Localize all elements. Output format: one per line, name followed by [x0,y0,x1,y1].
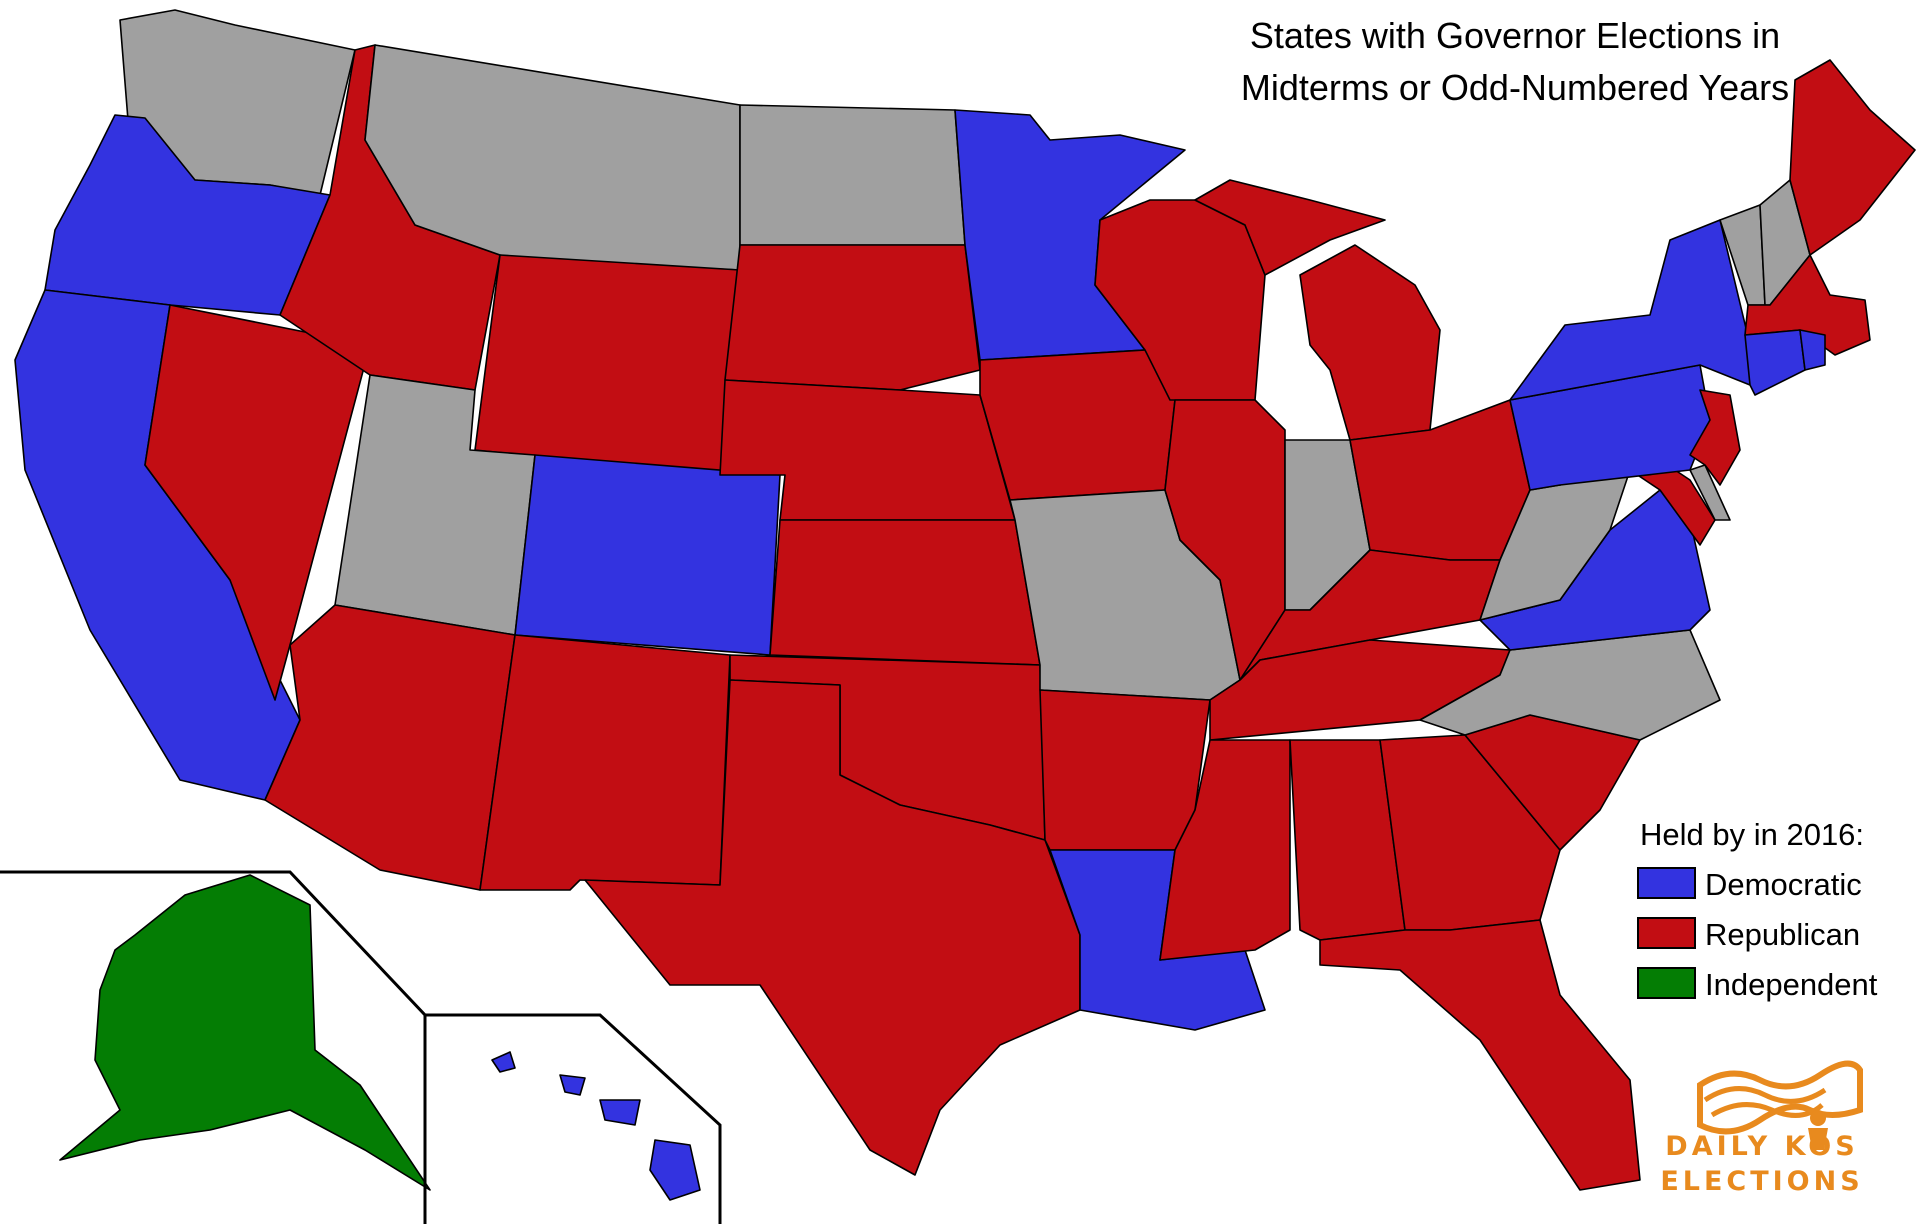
legend-item-democratic: Democratic [1637,867,1862,902]
state-RI[interactable] [1799,329,1826,371]
state-DE[interactable] [1689,464,1731,521]
state-HI-3[interactable] [599,1099,641,1126]
state-IA[interactable] [979,349,1176,501]
legend-label-republican: Republican [1705,917,1860,952]
state-CT[interactable] [1744,329,1806,396]
logo-line-2: ELECTIONS [1660,1166,1863,1197]
legend-label-independent: Independent [1705,967,1878,1002]
state-TX[interactable] [584,679,1081,1176]
daily-kos-logo: DAILY KOS ELECTIONS [1660,1060,1863,1197]
state-KS[interactable] [769,519,1041,666]
legend-item-independent: Independent [1637,967,1878,1002]
state-NM[interactable] [479,634,731,891]
state-ND[interactable] [739,104,966,246]
state-NY[interactable] [1509,219,1751,401]
legend-swatch-democratic [1637,867,1696,899]
title-line-1: States with Governor Elections in [1250,15,1780,56]
state-CO[interactable] [514,454,781,656]
state-FL[interactable] [1319,919,1641,1191]
alaska-inset-border [0,870,427,1224]
legend-heading: Held by in 2016: [1640,817,1864,852]
map-title: States with Governor Elections in Midter… [1241,15,1789,108]
state-AZ[interactable] [264,604,516,891]
legend: Held by in 2016: Democratic Republican I… [1637,817,1878,1002]
flag-icon [1697,1060,1863,1150]
legend-swatch-independent [1637,967,1696,999]
state-SD[interactable] [724,244,981,391]
state-WI[interactable] [1094,199,1266,401]
logo-line-1: DAILY KOS [1665,1131,1858,1162]
legend-label-democratic: Democratic [1705,867,1862,902]
state-NC[interactable] [1419,629,1721,741]
state-MIUP[interactable] [1194,179,1386,276]
state-HI-1[interactable] [491,1051,516,1073]
state-MS[interactable] [1159,739,1291,961]
state-NJ[interactable] [1689,389,1741,486]
state-AK[interactable] [59,874,431,1191]
hawaii-inset-border [425,1013,722,1224]
state-MI[interactable] [1299,244,1441,441]
title-line-2: Midterms or Odd-Numbered Years [1241,67,1789,108]
state-AR[interactable] [1039,689,1211,851]
state-HI-2[interactable] [559,1074,586,1096]
state-ME[interactable] [1789,59,1916,256]
state-WY[interactable] [474,254,741,476]
legend-item-republican: Republican [1637,917,1860,952]
legend-swatch-republican [1637,917,1696,949]
states-layer [14,9,1916,1201]
state-HI-4[interactable] [649,1139,701,1201]
